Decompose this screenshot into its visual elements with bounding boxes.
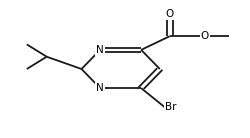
Text: N: N (96, 45, 104, 55)
Text: Br: Br (165, 102, 176, 112)
Text: O: O (200, 31, 209, 41)
Text: O: O (166, 9, 174, 19)
Text: N: N (96, 83, 104, 93)
